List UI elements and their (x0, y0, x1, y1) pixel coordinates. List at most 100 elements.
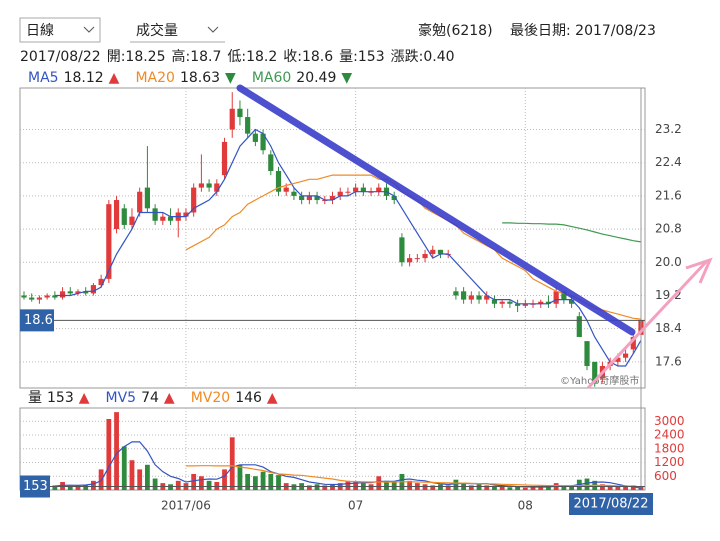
volume-bar (67, 485, 73, 490)
volume-bar (368, 484, 374, 490)
candle-body (113, 200, 120, 230)
legend-value: 18.12 (64, 70, 104, 86)
legend-arrow: ▼ (341, 70, 352, 86)
volume-bar (152, 478, 158, 490)
candle-body (191, 187, 197, 213)
candle-body (36, 297, 43, 300)
y-tick-label: 2400 (654, 428, 685, 442)
candle-body (167, 216, 174, 221)
y-tick-label: 19.2 (655, 288, 682, 302)
volume-bar (91, 480, 96, 490)
candle-body (44, 295, 50, 298)
volume-bar (75, 486, 81, 490)
volume-bar (175, 480, 181, 490)
legend-arrow: ▲ (79, 390, 90, 406)
candle-body (129, 216, 135, 225)
candle-body (576, 316, 582, 337)
volume-bar (546, 487, 551, 490)
volume-bar (206, 480, 212, 490)
candle-body (106, 204, 112, 279)
cursor-date-box (569, 493, 653, 515)
candle-body (391, 195, 397, 201)
indicator-label[interactable]: 成交量 (136, 22, 178, 39)
candle-body (491, 299, 498, 304)
candle-body (437, 249, 444, 254)
candle-body (407, 258, 413, 263)
candle-body (568, 299, 575, 304)
volume-bar (314, 484, 320, 490)
volume-bar (538, 486, 544, 490)
candle-body (461, 291, 467, 300)
volume-bar (530, 487, 536, 490)
y-tick-label: 1200 (654, 455, 685, 469)
candle-body (545, 301, 552, 304)
volume-bar (569, 486, 574, 490)
volume-bar (121, 446, 127, 490)
mv-line (186, 465, 642, 488)
candle-body (98, 278, 104, 286)
candle-body (468, 295, 474, 300)
volume-bar (353, 481, 359, 490)
x-tick-label: 07 (348, 499, 363, 513)
legend-value: 74 (141, 390, 159, 406)
candle-body (630, 336, 636, 350)
volume-bar (499, 486, 505, 490)
watermark: ©Yahoo奇摩股市 (560, 374, 639, 387)
candle-body (453, 291, 459, 296)
volume-bar (584, 478, 590, 490)
candle-body (422, 253, 428, 259)
candle-body (345, 191, 351, 193)
info-item: 2017/08/22 (20, 49, 101, 65)
cursor-date: 2017/08/22 (574, 497, 649, 512)
candle-body (399, 237, 405, 263)
candle-body (476, 295, 482, 300)
legend-name: MA60 (252, 70, 291, 86)
candle-body (137, 191, 143, 213)
candle-body (121, 208, 127, 225)
volume-bar (615, 486, 621, 490)
volume-bar (407, 480, 413, 490)
legend-name: 量 (28, 390, 42, 406)
volume-bar (384, 480, 389, 490)
legend-name: MV20 (191, 390, 230, 406)
volume-bar (237, 464, 243, 490)
volume-bar (129, 460, 135, 490)
candle-body (622, 353, 629, 358)
candle-body (283, 187, 289, 192)
volume-bar (484, 485, 490, 490)
candle-body (183, 212, 189, 217)
candle-body (299, 195, 305, 201)
volume-bar (438, 484, 443, 490)
volume-bar (561, 485, 567, 490)
legend-arrow: ▲ (109, 70, 120, 86)
volume-bar (607, 485, 613, 490)
legend-value: 18.63 (180, 70, 220, 86)
candle-body (414, 258, 420, 260)
legend-value: 20.49 (296, 70, 336, 86)
y-tick-label: 1800 (654, 441, 685, 455)
candle-body (252, 133, 258, 142)
candle-body (522, 303, 528, 306)
cursor-price-box (20, 309, 54, 332)
trend-annotation (236, 84, 636, 336)
x-tick-label: 2017/06 (161, 499, 211, 513)
volume-bar (492, 486, 497, 490)
legend-name: MV5 (106, 390, 137, 406)
candle-body (561, 291, 567, 300)
cursor-price: 18.6 (24, 313, 53, 328)
y-tick-label: 20.0 (655, 255, 682, 269)
cursor-volume-box (20, 475, 50, 498)
legend-name: MA20 (135, 70, 174, 86)
candle-body (206, 183, 212, 188)
candle-body (291, 191, 297, 196)
volume-bar (330, 484, 335, 490)
candle-body (214, 183, 220, 192)
candle-body (306, 195, 312, 201)
x-tick-label: 08 (518, 499, 533, 513)
candle-body (144, 187, 150, 209)
volume-bar (260, 471, 266, 490)
candle-body (553, 291, 559, 304)
chevron (207, 26, 219, 33)
volume-bar (291, 484, 297, 490)
